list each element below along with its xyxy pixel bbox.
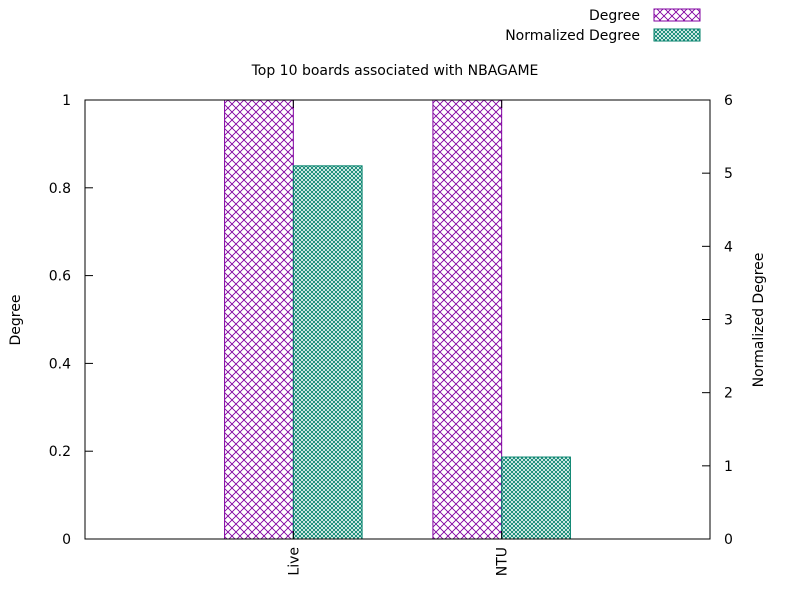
y2-tick-label: 2: [724, 386, 733, 402]
y2-tick-label: 4: [724, 239, 733, 255]
y2-tick-label: 6: [724, 93, 733, 109]
bar-normalized-degree-live: [292, 165, 363, 540]
x-tick-label: Live: [286, 547, 302, 576]
plot-frame: [84, 99, 711, 540]
x-tick-label: NTU: [495, 547, 511, 576]
bar-normalized-degree-ntu: [501, 456, 571, 540]
y-tick-label: 0: [62, 532, 71, 548]
y2-tick-label: 3: [724, 313, 733, 329]
legend-swatch-degree: [653, 8, 701, 22]
y-tick-label: 0.8: [49, 181, 71, 197]
chart-title: Top 10 boards associated with NBAGAME: [251, 63, 539, 79]
y2-axis-label: Normalized Degree: [751, 253, 767, 388]
y-axis-label: Degree: [8, 295, 24, 346]
bar-degree-live: [224, 99, 294, 540]
bars-layer: [224, 99, 571, 540]
y-tick-label: 0.4: [49, 356, 71, 372]
y2-tick-label: 5: [724, 166, 733, 182]
y2-tick-label: 1: [724, 459, 733, 475]
y-tick-label: 0.2: [49, 444, 71, 460]
legend-label-normalized-degree: Normalized Degree: [505, 28, 640, 44]
bar-degree-ntu: [432, 99, 503, 540]
legend: Degree Normalized Degree: [505, 8, 701, 44]
legend-label-degree: Degree: [589, 8, 640, 24]
ticks-layer: Live NTU 0 0.2 0.4 0.6 0.8 1 0 1 2 3 4 5 6: [49, 93, 733, 576]
legend-swatch-normalized-degree: [653, 28, 701, 42]
y2-tick-label: 0: [724, 532, 733, 548]
y-tick-label: 0.6: [49, 269, 71, 285]
y-tick-label: 1: [62, 93, 71, 109]
